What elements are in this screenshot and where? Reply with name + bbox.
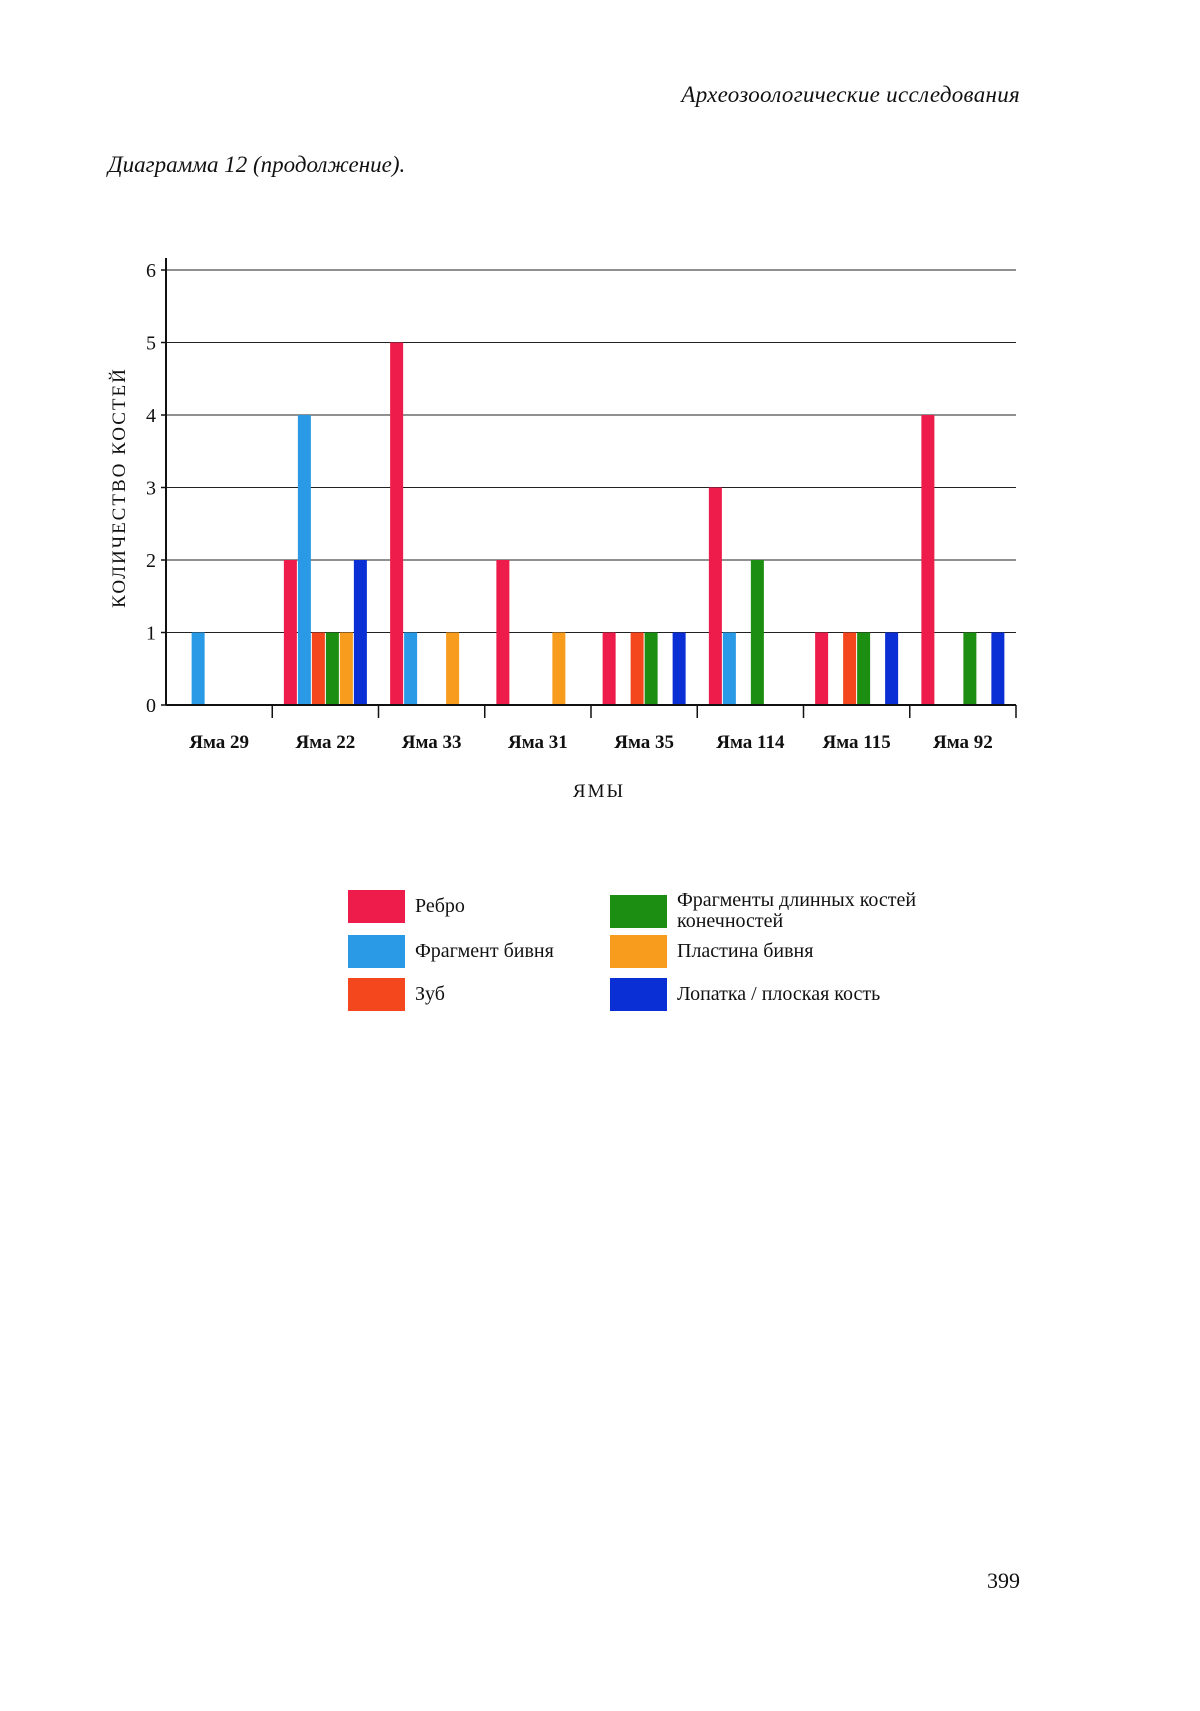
bar — [404, 633, 417, 706]
bar — [631, 633, 644, 706]
legend-swatch — [348, 890, 405, 923]
x-tick-label: Яма 114 — [716, 732, 785, 753]
bar — [963, 633, 976, 706]
bar — [673, 633, 686, 706]
legend-label: Зуб — [415, 984, 445, 1005]
bar-chart: 0 1 2 3 4 5 6 Яма 29 Яма 22 Яма 33 Яма 31 Яма 35 Яма… — [0, 0, 1200, 860]
x-tick-label: Яма 29 — [189, 732, 249, 753]
bar — [991, 633, 1004, 706]
legend-label: Лопатка / плоская кость — [677, 984, 880, 1005]
legend-item: Фрагмент бивня — [348, 935, 554, 968]
y-tick-label: 5 — [146, 333, 156, 355]
bar — [885, 633, 898, 706]
bar — [843, 633, 856, 706]
x-tick-label: Яма 22 — [295, 732, 355, 753]
y-tick-label: 6 — [146, 260, 156, 282]
legend-label: Пластина бивня — [677, 941, 813, 962]
x-tick-label: Яма 35 — [614, 732, 674, 753]
legend-item: Фрагменты длинных костей конечностей — [610, 890, 967, 932]
legend-swatch — [610, 895, 667, 928]
legend-swatch — [348, 935, 405, 968]
bar — [326, 633, 339, 706]
legend-label: Фрагменты длинных костей конечностей — [677, 890, 967, 932]
y-tick-label: 2 — [146, 550, 156, 572]
bar — [751, 560, 764, 705]
y-tick-label: 4 — [146, 405, 156, 427]
bar — [390, 343, 403, 706]
bar — [446, 633, 459, 706]
bar — [921, 415, 934, 705]
y-tick-label: 1 — [146, 623, 156, 645]
bar — [723, 633, 736, 706]
bar — [552, 633, 565, 706]
x-tick-label: Яма 115 — [823, 732, 891, 753]
legend-item: Ребро — [348, 890, 465, 923]
x-tick-label: Яма 33 — [402, 732, 462, 753]
bar — [496, 560, 509, 705]
bar — [857, 633, 870, 706]
legend-label: Ребро — [415, 896, 465, 917]
legend-swatch — [610, 978, 667, 1011]
bar — [192, 633, 205, 706]
legend-item: Пластина бивня — [610, 935, 813, 968]
legend-swatch — [610, 935, 667, 968]
bar — [815, 633, 828, 706]
x-axis-label: ЯМЫ — [573, 781, 625, 802]
chart-legend: Ребро Фрагмент бивня Зуб Фрагменты длинных … — [348, 890, 968, 1030]
bar — [340, 633, 353, 706]
page-number: 399 — [987, 1568, 1020, 1594]
bar — [284, 560, 297, 705]
legend-label: Фрагмент бивня — [415, 941, 554, 962]
legend-item: Зуб — [348, 978, 445, 1011]
y-tick-label: 3 — [146, 478, 156, 500]
x-tick-label: Яма 92 — [933, 732, 993, 753]
bar — [354, 560, 367, 705]
legend-swatch — [348, 978, 405, 1011]
bar — [709, 488, 722, 706]
x-tick-label: Яма 31 — [508, 732, 568, 753]
y-axis-label: КОЛИЧЕСТВО КОСТЕЙ — [109, 367, 130, 608]
bar — [645, 633, 658, 706]
bar — [312, 633, 325, 706]
legend-item: Лопатка / плоская кость — [610, 978, 880, 1011]
bar — [298, 415, 311, 705]
y-tick-label: 0 — [146, 695, 156, 717]
bar — [603, 633, 616, 706]
